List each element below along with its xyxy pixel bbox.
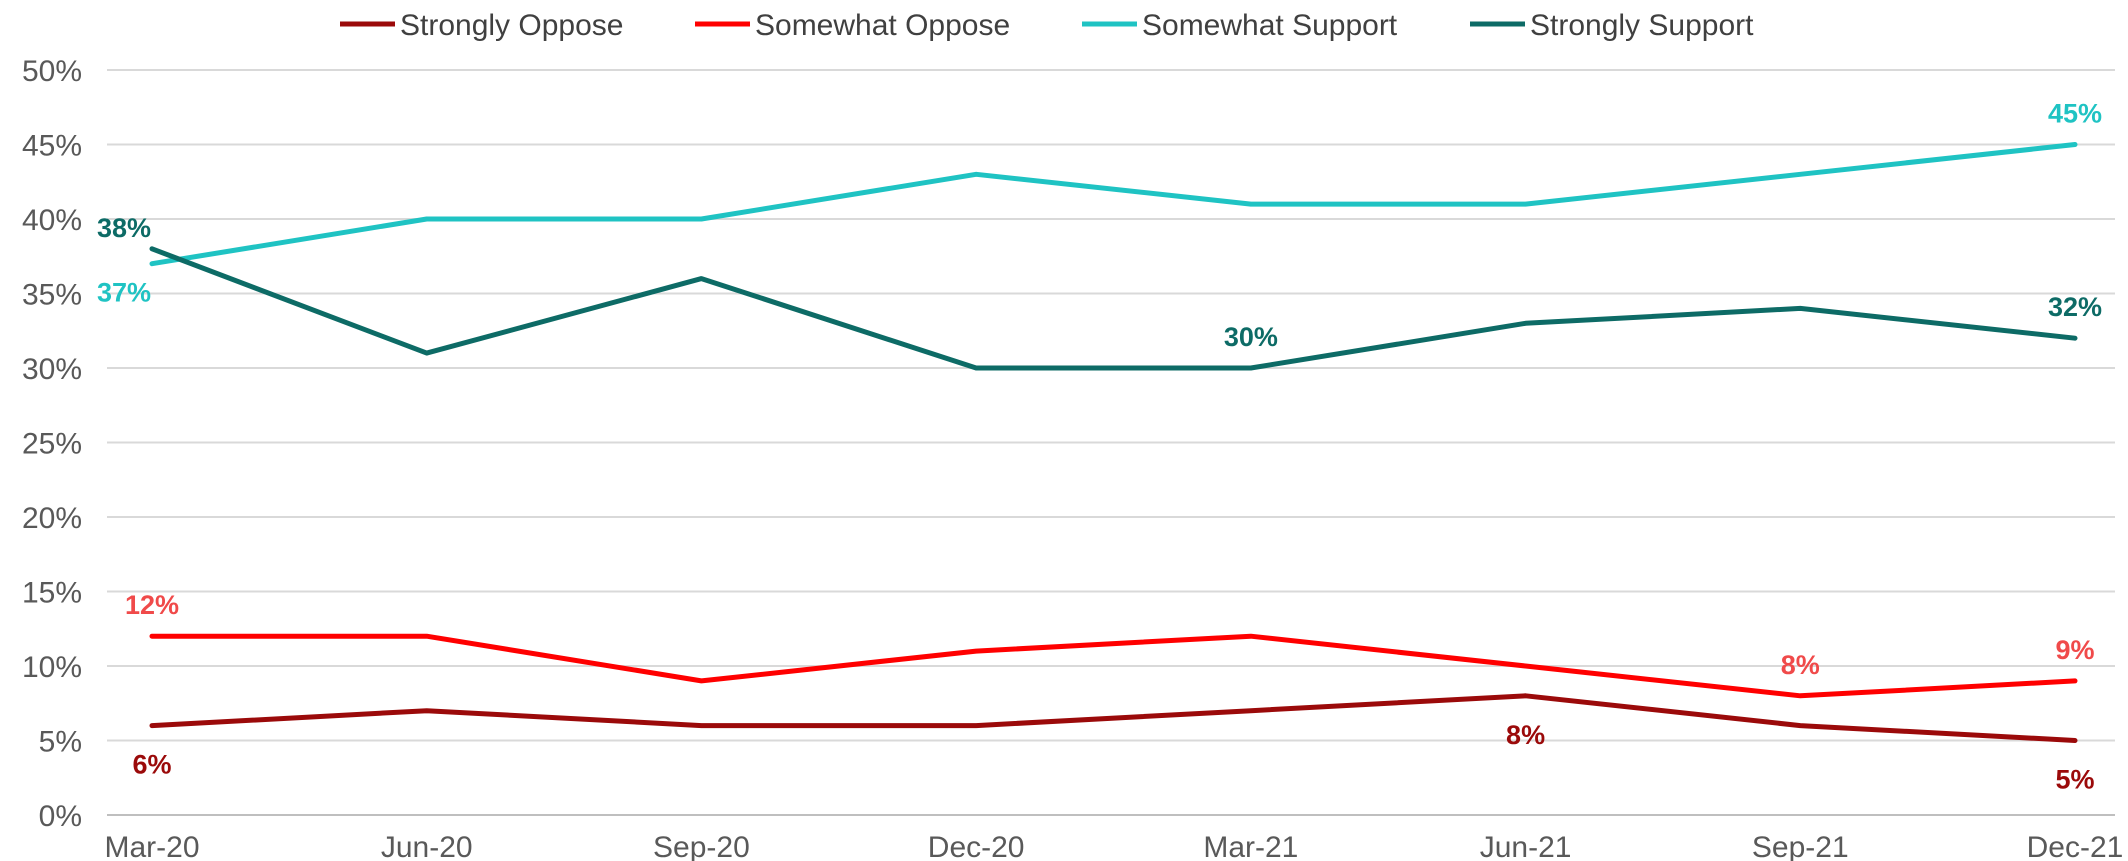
- legend-label: Somewhat Support: [1142, 9, 1398, 42]
- data-label: 45%: [2048, 99, 2102, 129]
- data-label: 8%: [1506, 720, 1545, 750]
- legend-label: Somewhat Oppose: [755, 9, 1010, 42]
- series-line-strongly-oppose: [149, 693, 2078, 743]
- legend: Strongly Oppose Somewhat Oppose Somewhat S…: [340, 9, 1754, 42]
- x-tick-label: Jun-21: [1480, 831, 1572, 861]
- y-tick-label: 0%: [39, 800, 82, 833]
- data-label: 6%: [132, 750, 171, 780]
- y-tick-label: 10%: [22, 651, 82, 684]
- x-tick-label: Mar-21: [1203, 831, 1298, 861]
- y-tick-label: 5%: [39, 726, 82, 759]
- y-tick-label: 50%: [22, 55, 82, 88]
- x-tick-label: Mar-20: [104, 831, 199, 861]
- legend-label: Strongly Support: [1530, 9, 1754, 42]
- series-line-somewhat-support: [149, 142, 2078, 267]
- y-axis-ticks: 0% 5% 10% 15% 20% 25% 30% 35% 40% 45% 50%: [22, 55, 82, 833]
- x-tick-label: Sep-20: [653, 831, 750, 861]
- gridlines: [107, 69, 2115, 816]
- series-line-strongly-support: [149, 246, 2078, 371]
- x-tick-label: Jun-20: [381, 831, 473, 861]
- y-tick-label: 25%: [22, 428, 82, 461]
- data-label: 9%: [2055, 635, 2094, 665]
- x-tick-label: Sep-21: [1752, 831, 1849, 861]
- x-tick-label: Dec-21: [2027, 831, 2124, 861]
- series-lines: [149, 142, 2078, 743]
- y-tick-label: 35%: [22, 279, 82, 312]
- y-tick-label: 30%: [22, 353, 82, 386]
- data-label: 37%: [97, 278, 151, 308]
- data-label: 32%: [2048, 292, 2102, 322]
- y-tick-label: 40%: [22, 204, 82, 237]
- data-label: 12%: [125, 590, 179, 620]
- data-label: 8%: [1781, 650, 1820, 680]
- x-tick-label: Dec-20: [928, 831, 1025, 861]
- y-tick-label: 45%: [22, 130, 82, 163]
- data-labels: 6% 8% 5% 12% 8% 9% 37% 45% 38% 30% 32%: [97, 99, 2102, 795]
- data-label: 5%: [2055, 765, 2094, 795]
- legend-label: Strongly Oppose: [400, 9, 623, 42]
- y-tick-label: 15%: [22, 577, 82, 610]
- data-label: 30%: [1224, 322, 1278, 352]
- x-axis-ticks: Mar-20 Jun-20 Sep-20 Dec-20 Mar-21 Jun-21 Sep-…: [104, 831, 2123, 861]
- data-label: 38%: [97, 213, 151, 243]
- y-tick-label: 20%: [22, 502, 82, 535]
- series-line-somewhat-oppose: [149, 633, 2078, 699]
